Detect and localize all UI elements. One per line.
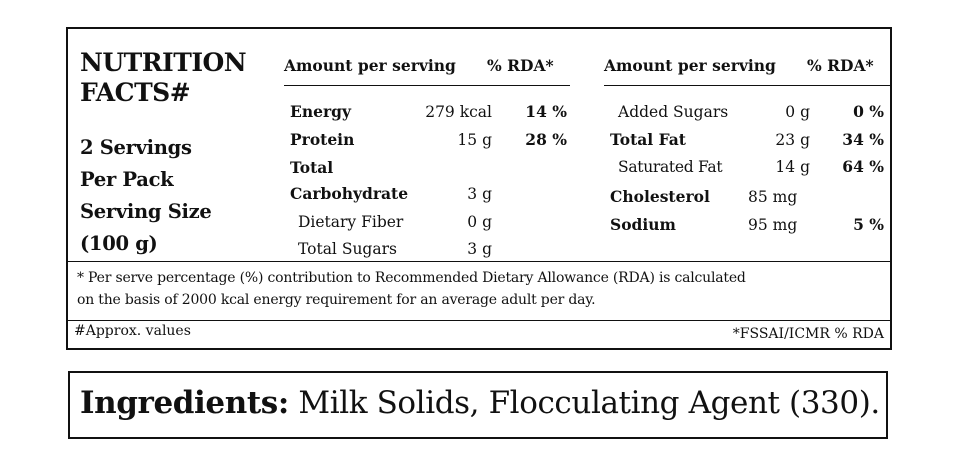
nutrient-amount-energy: 279 kcal	[425, 103, 492, 121]
nutrient-name-protein: Protein	[290, 130, 355, 149]
nutrient-amount-sodium: 95 mg	[748, 216, 798, 234]
servings-line-1: 2 Servings	[80, 136, 192, 159]
nutrient-name-cholesterol: Cholesterol	[610, 187, 710, 206]
nutrient-amount-dietary-fiber: 0 g	[467, 213, 492, 231]
footnote-divider	[66, 261, 892, 262]
left-rda-header: % RDA*	[487, 56, 554, 75]
nutrient-name-energy: Energy	[290, 102, 351, 121]
nutrient-rda-total-fat: 34 %	[842, 130, 884, 149]
nutrient-name-sodium: Sodium	[610, 215, 676, 234]
ingredients-label: Ingredients:	[80, 385, 289, 421]
nutrient-name-total: Total	[290, 158, 334, 177]
left-amount-header: Amount per serving	[284, 56, 456, 75]
rda-source-note: *FSSAI/ICMR % RDA	[732, 326, 884, 342]
ingredients-box	[68, 371, 888, 439]
nutrient-rda-saturated-fat: 64 %	[842, 157, 884, 176]
nutrient-amount-saturated-fat: 14 g	[775, 158, 810, 176]
title-line-1: NUTRITION	[80, 48, 247, 77]
nutrient-amount-total-sugars: 3 g	[467, 240, 492, 258]
servings-line-4: (100 g)	[80, 232, 158, 255]
nutrient-rda-energy: 14 %	[525, 102, 567, 121]
servings-line-3: Serving Size	[80, 200, 212, 223]
nutrient-amount-cholesterol: 85 mg	[748, 188, 798, 206]
footnote-line-2: on the basis of 2000 kcal energy require…	[77, 292, 596, 308]
nutrient-amount-carbohydrate: 3 g	[467, 185, 492, 203]
nutrient-name-dietary-fiber: Dietary Fiber	[298, 213, 404, 231]
nutrient-name-saturated-fat: Saturated Fat	[618, 158, 723, 176]
title-line-2: FACTS#	[80, 78, 191, 107]
left-header-rule	[284, 85, 570, 86]
nutrient-name-carbohydrate: Carbohydrate	[290, 184, 409, 203]
nutrient-amount-protein: 15 g	[457, 131, 492, 149]
ingredients-line: Ingredients: Milk Solids, Flocculating A…	[80, 381, 880, 425]
right-rda-header: % RDA*	[807, 56, 874, 75]
right-header-rule	[604, 85, 890, 86]
nutrient-rda-sodium: 5 %	[853, 215, 884, 234]
nutrition-title: NUTRITION FACTS#	[80, 48, 280, 108]
nutrient-name-total-sugars: Total Sugars	[298, 240, 397, 258]
nutrient-name-total-fat: Total Fat	[610, 130, 686, 149]
nutrient-rda-added-sugars: 0 %	[853, 102, 884, 121]
ingredients-text: Milk Solids, Flocculating Agent (330).	[298, 385, 880, 421]
serving-info: 2 Servings Per Pack Serving Size (100 g)	[80, 132, 280, 260]
right-amount-header: Amount per serving	[604, 56, 776, 75]
servings-line-2: Per Pack	[80, 168, 174, 191]
nutrient-rda-protein: 28 %	[525, 130, 567, 149]
approx-values-note: #Approx. values	[74, 323, 191, 339]
nutrition-facts-panel	[66, 27, 892, 350]
nutrient-amount-added-sugars: 0 g	[785, 103, 810, 121]
footnote-line-1: * Per serve percentage (%) contribution …	[77, 270, 746, 286]
notes-divider	[66, 320, 892, 321]
nutrient-name-added-sugars: Added Sugars	[618, 103, 729, 121]
nutrient-amount-total-fat: 23 g	[775, 131, 810, 149]
